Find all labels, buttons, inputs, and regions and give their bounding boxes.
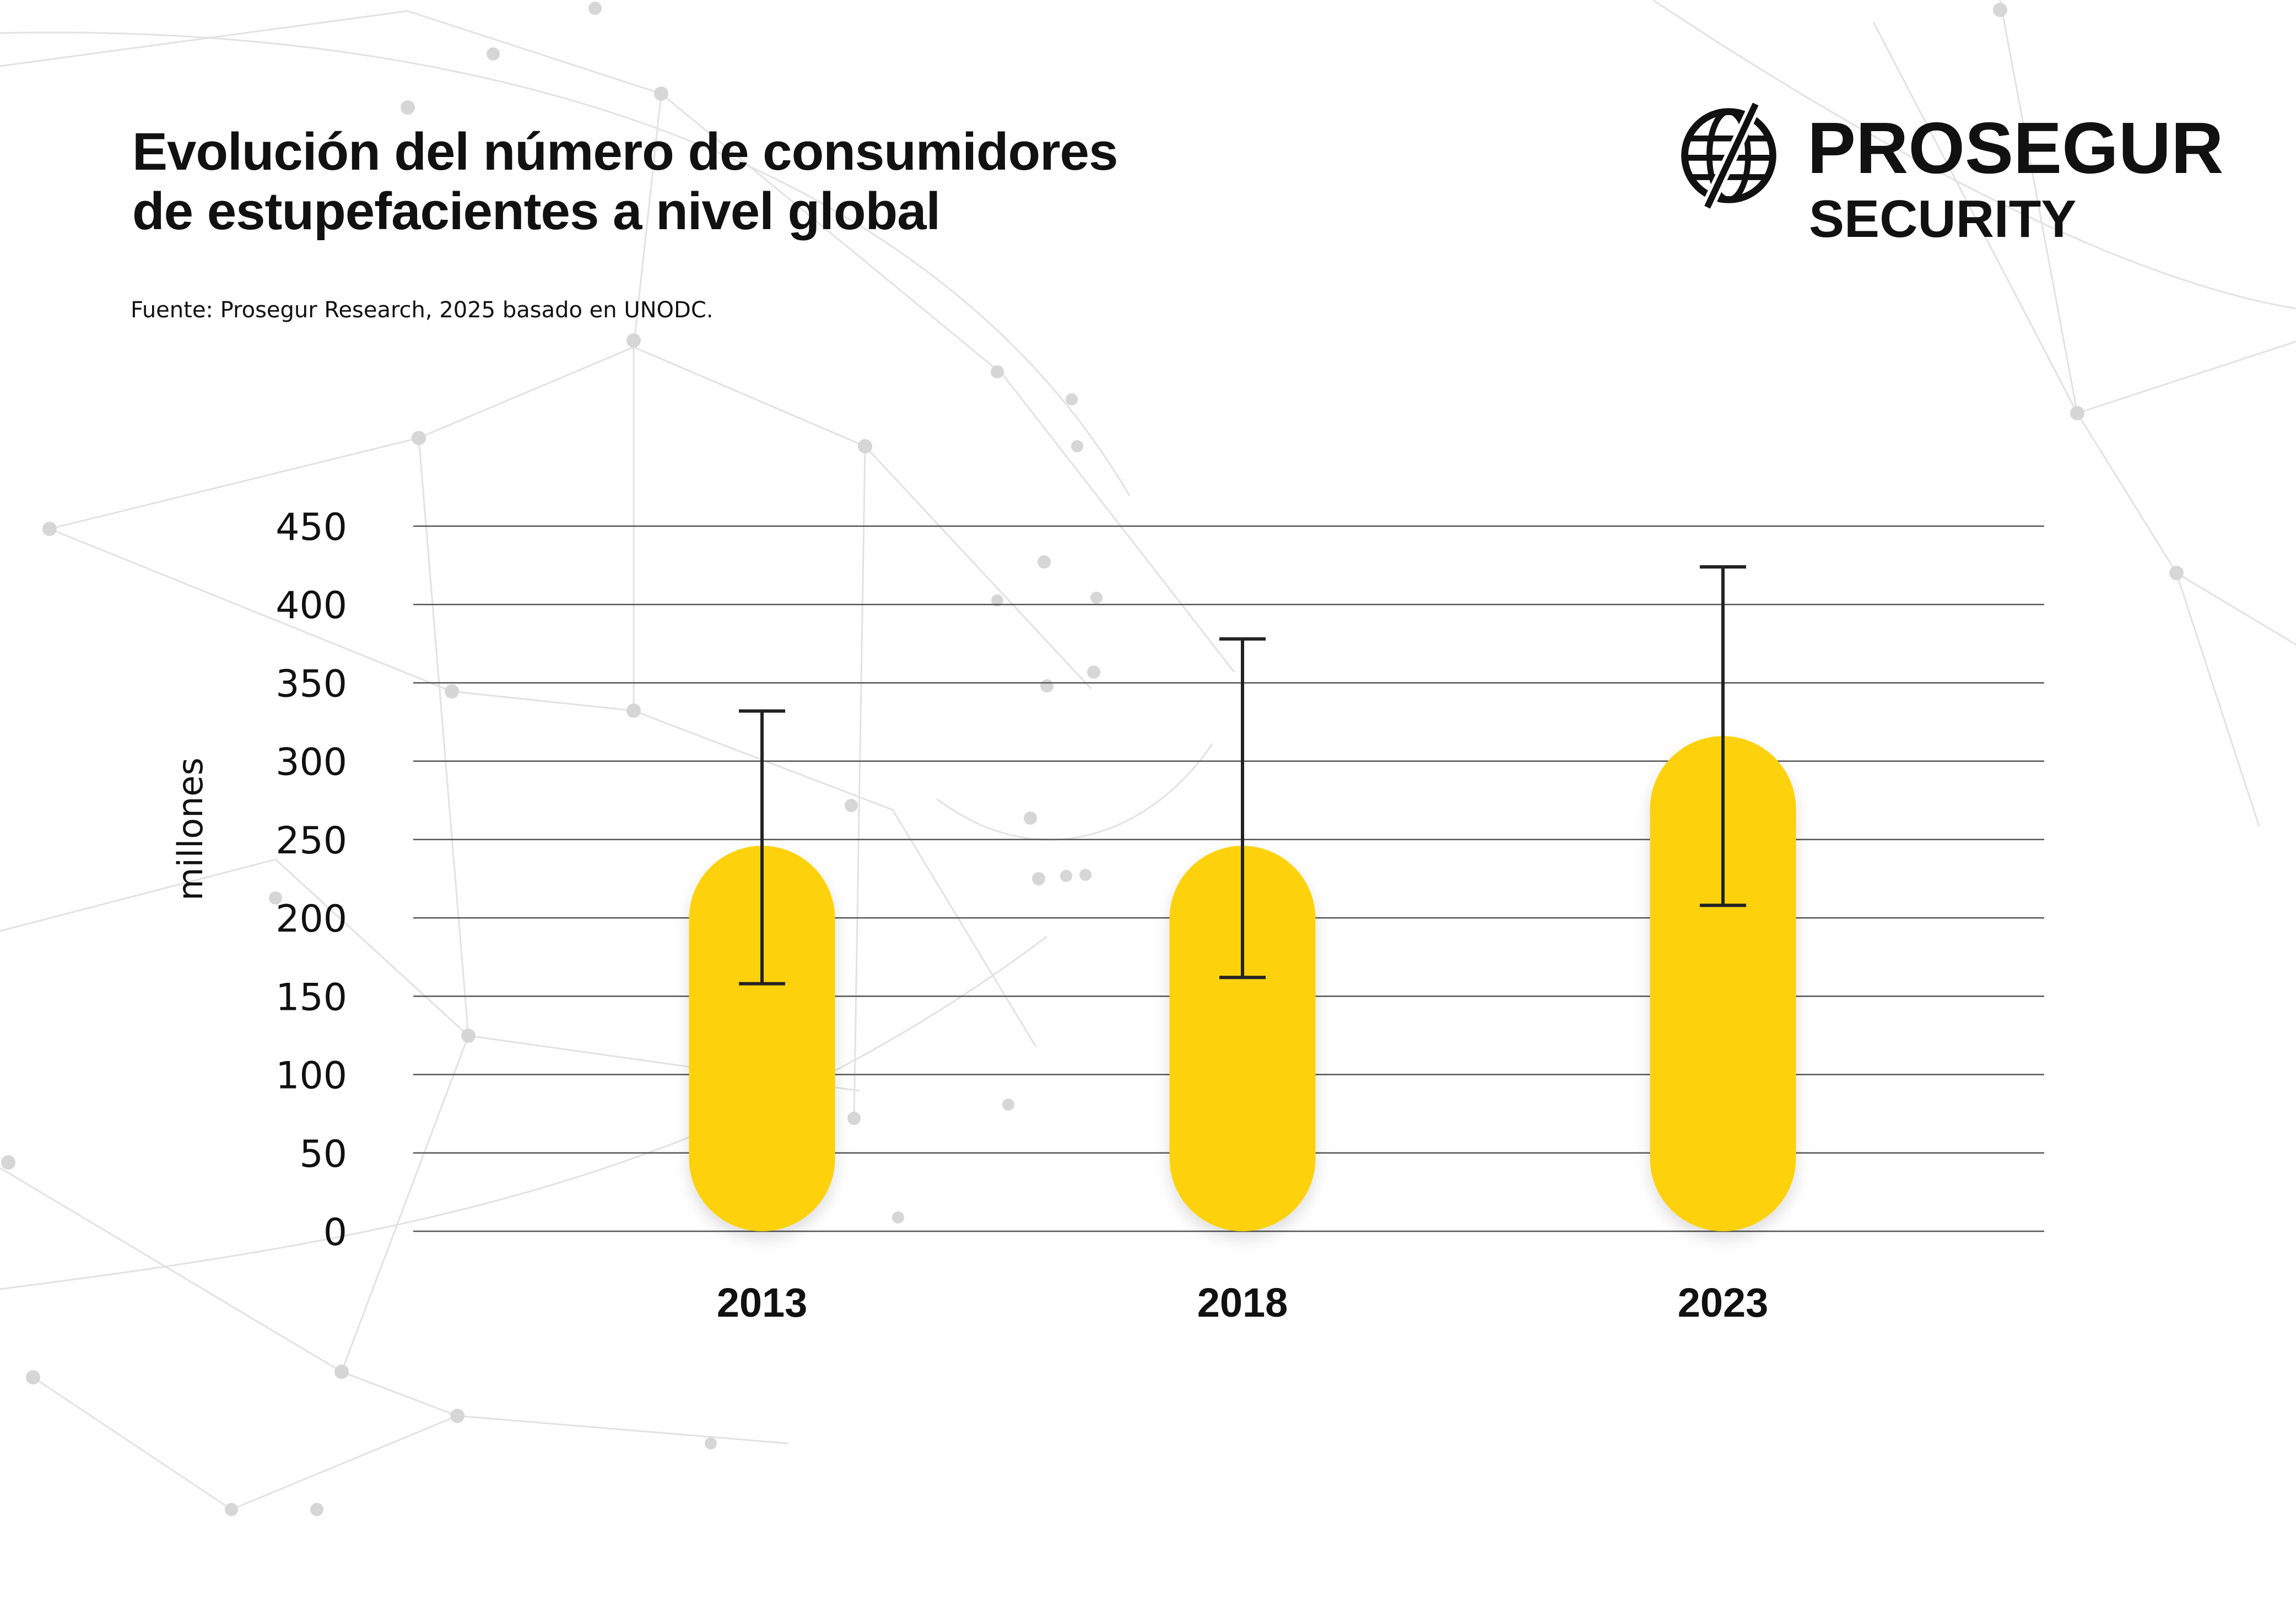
bar-2023 xyxy=(1650,736,1796,1231)
globe-icon xyxy=(1681,102,1776,209)
y-tick-label-100: 100 xyxy=(275,1054,347,1098)
y-tick-label-250: 250 xyxy=(275,819,347,863)
y-tick-label-200: 200 xyxy=(275,897,347,941)
y-tick-label-450: 450 xyxy=(275,506,347,549)
x-tick-label-2013: 2013 xyxy=(717,1280,808,1325)
x-tick-label-2023: 2023 xyxy=(1678,1280,1769,1325)
y-tick-label-0: 0 xyxy=(323,1211,347,1254)
source-note: Fuente: Prosegur Research, 2025 basado e… xyxy=(131,297,714,323)
brand-name: PROSEGUR xyxy=(1807,107,2224,188)
x-axis-ticks: 2013 2018 2023 xyxy=(717,1280,1769,1325)
error-bars xyxy=(739,565,1746,986)
title-line-2: de estupefacientes a nivel global xyxy=(132,181,941,241)
y-tick-label-400: 400 xyxy=(275,584,347,627)
bar-2013 xyxy=(689,846,835,1231)
prosegur-logo: PROSEGUR SECURITY xyxy=(1675,96,2254,256)
x-tick-label-2018: 2018 xyxy=(1197,1280,1288,1325)
bar-2018 xyxy=(1169,846,1316,1231)
page-title: Evolución del número de consumidores de … xyxy=(132,122,1118,241)
y-tick-label-300: 300 xyxy=(275,741,347,784)
y-tick-label-50: 50 xyxy=(299,1133,347,1176)
brand-subtitle: SECURITY xyxy=(1809,190,2077,248)
y-axis-label: millones xyxy=(170,757,210,901)
y-tick-label-150: 150 xyxy=(275,976,347,1019)
bars xyxy=(689,736,1796,1231)
title-line-1: Evolución del número de consumidores xyxy=(132,122,1118,181)
y-tick-label-350: 350 xyxy=(275,662,347,706)
y-axis-ticks: 0 50 100 150 200 250 300 350 400 450 xyxy=(275,506,347,1254)
